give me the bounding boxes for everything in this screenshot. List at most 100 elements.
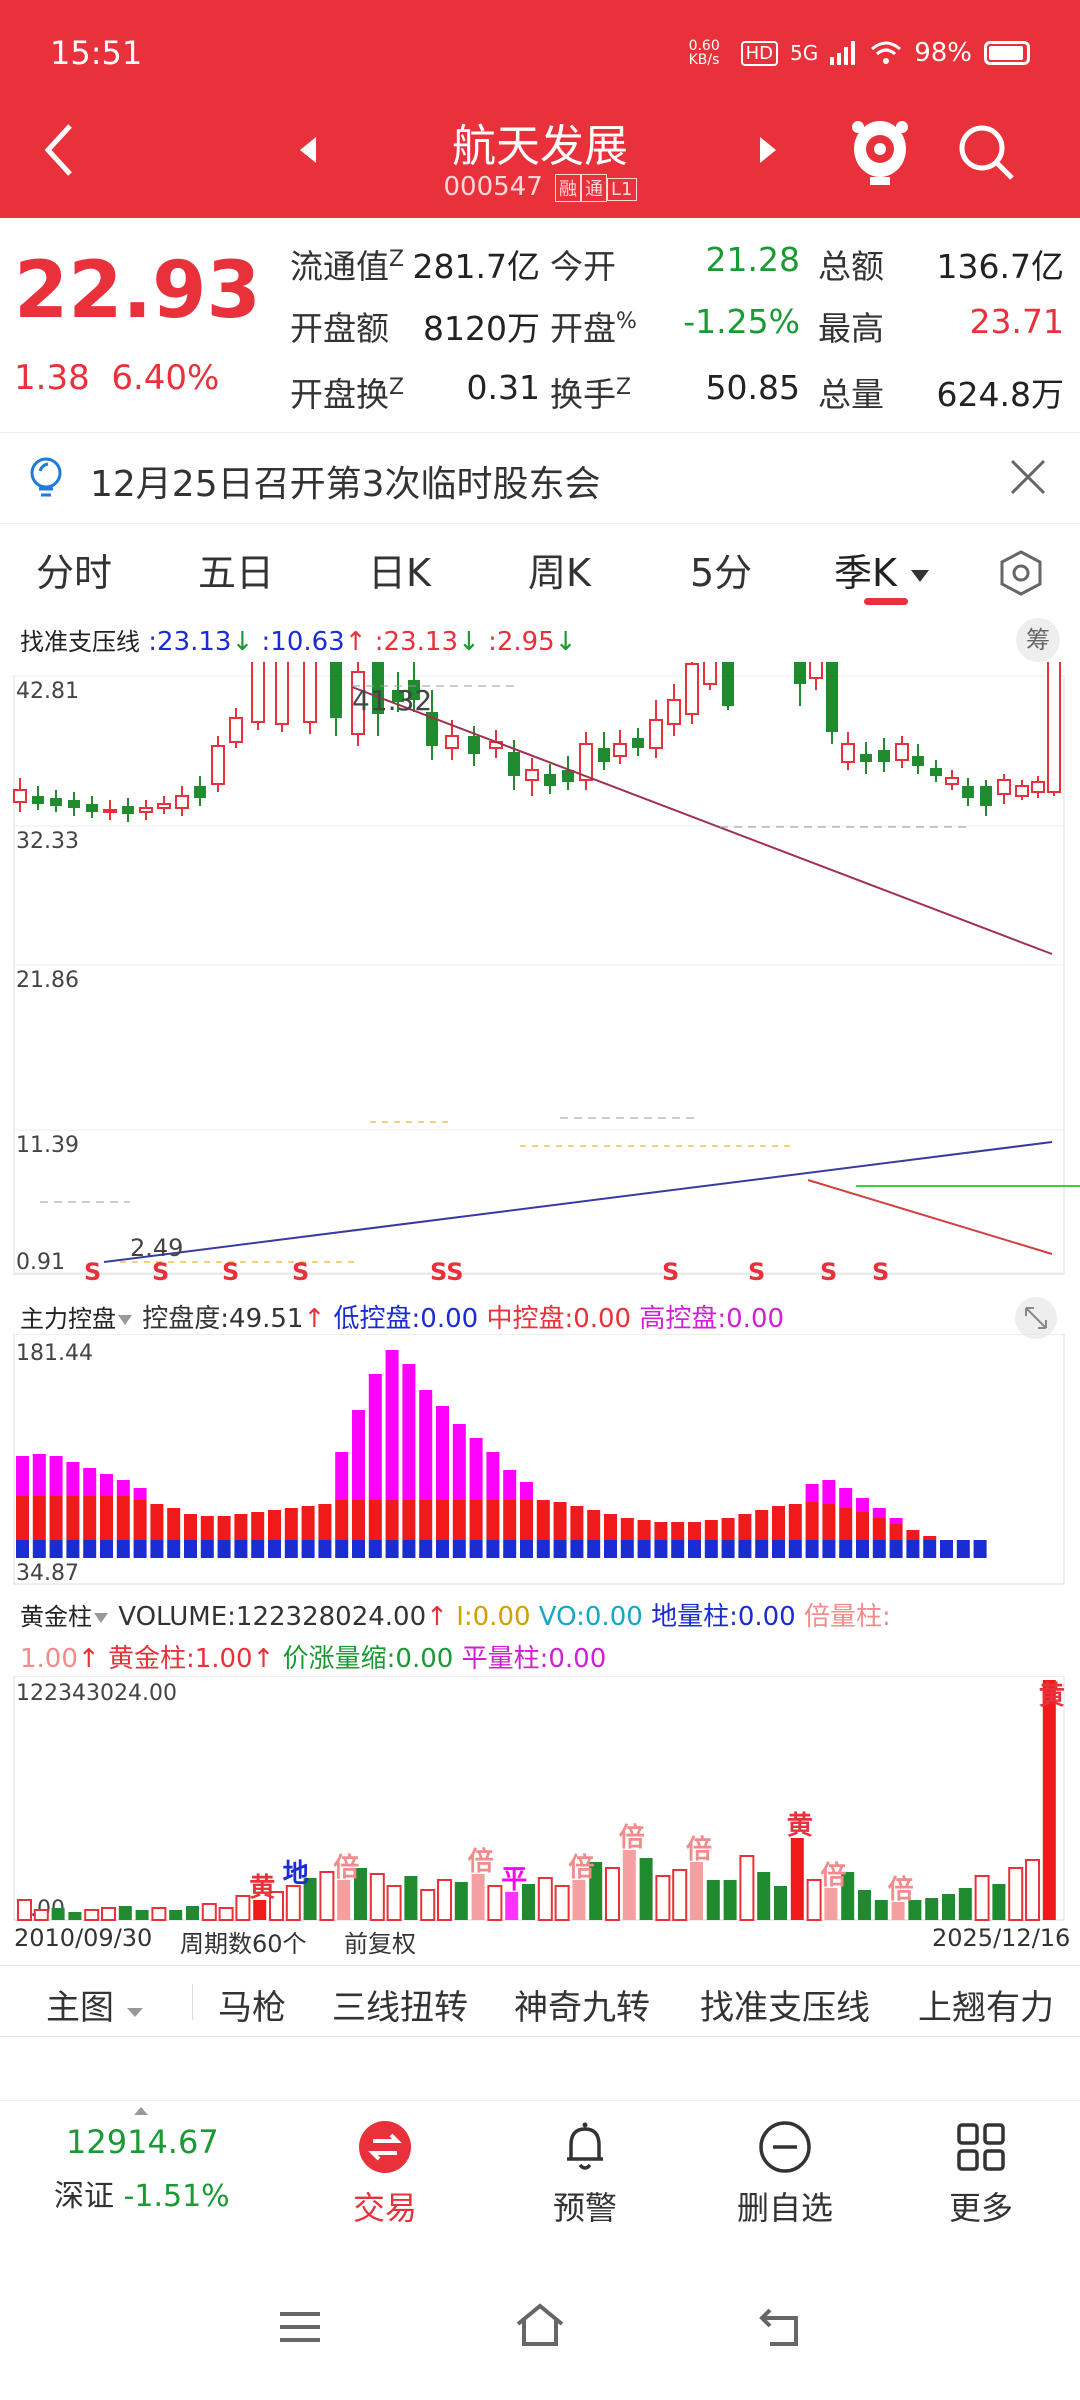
candle-body: [895, 743, 909, 761]
mascot-icon[interactable]: [848, 115, 912, 187]
chips-button[interactable]: 筹: [1016, 618, 1060, 662]
ctrl-blue-bar: [368, 1540, 382, 1558]
vol-down-bar: [135, 1910, 149, 1920]
control-chart[interactable]: 181.44 34.87: [0, 1334, 1080, 1586]
ctrl-blue-bar: [637, 1540, 651, 1558]
nav-alert[interactable]: 预警: [540, 2119, 630, 2229]
vol-down-bar: [639, 1858, 653, 1920]
btab-sanxian[interactable]: 三线扭转: [332, 1988, 468, 2028]
index-name: 深证: [54, 2179, 114, 2214]
ctrl-red-bar: [889, 1524, 903, 1540]
nav-more[interactable]: 更多: [936, 2119, 1026, 2229]
indicator1-name[interactable]: 找准支压线: [20, 628, 140, 656]
tab-5min[interactable]: 5分: [690, 551, 753, 595]
candle-body: [703, 662, 717, 685]
candle-body: [275, 662, 289, 725]
low-price-label: 2.49: [130, 1234, 183, 1262]
ctrl-red-bar: [83, 1496, 97, 1540]
ctrl-blue-bar: [520, 1540, 533, 1558]
ctrl-blue-bar: [133, 1540, 147, 1558]
ctrl-red-bar: [923, 1536, 937, 1540]
ctrl-blue-bar: [83, 1540, 97, 1558]
expand-icon[interactable]: [1014, 1296, 1058, 1340]
indicator1-v3: :23.13: [374, 627, 458, 657]
home-icon[interactable]: [514, 2302, 566, 2348]
vol-up-bar: [369, 1873, 385, 1921]
vol-up-bar: [84, 1909, 100, 1921]
candle-body: [722, 662, 734, 706]
vol-mark: 倍: [568, 1852, 594, 1883]
tag-tong: 通: [581, 174, 608, 202]
ctrl-blue-bar: [184, 1540, 197, 1558]
tab-quarterly-k[interactable]: 季K: [834, 542, 931, 597]
indicator1-v1: :23.13: [148, 627, 232, 657]
ctrl-blue-bar: [352, 1540, 365, 1558]
vol-double-bar: [337, 1880, 351, 1920]
ctrl-magenta-bar: [83, 1468, 97, 1496]
back-icon[interactable]: [40, 120, 80, 180]
search-icon[interactable]: [956, 122, 1016, 182]
sell-signal: S: [84, 1258, 101, 1286]
menu-icon[interactable]: [278, 2310, 322, 2344]
btab-maqiang[interactable]: 马枪: [218, 1988, 286, 2028]
indicator3-dlz: 地量柱:0.00: [651, 1602, 796, 1632]
ctrl-red-bar: [671, 1522, 685, 1540]
indicator3-plz: 平量柱:0.00: [461, 1644, 607, 1674]
quote-value: 21.28: [705, 240, 800, 279]
vol-down-bar: [118, 1906, 132, 1920]
vol-gold-bar: [1042, 1680, 1056, 1920]
ctrl-magenta-bar: [469, 1438, 483, 1500]
tab-fenshi[interactable]: 分时: [36, 551, 113, 595]
ctrl-blue-bar: [788, 1540, 802, 1558]
tab-5day[interactable]: 五日: [198, 551, 275, 595]
candle-body: [303, 662, 317, 723]
nav-remove-watch[interactable]: 删自选: [730, 2119, 840, 2229]
vol-up-bar: [739, 1855, 755, 1921]
ctrl-red-bar: [637, 1520, 651, 1540]
close-icon[interactable]: [1008, 457, 1048, 497]
sell-signal: SS: [430, 1258, 464, 1286]
quote-label: 总量: [818, 368, 884, 416]
grid-icon: [957, 2123, 1005, 2171]
ctrl-red-bar: [150, 1504, 164, 1540]
vol-up-bar: [974, 1875, 990, 1921]
indicator3-chevron-icon: [94, 1613, 108, 1623]
settings-hexagon-icon[interactable]: [996, 548, 1046, 598]
index-change[interactable]: 深证 -1.51%: [54, 2171, 230, 2215]
btab-shangqiao[interactable]: 上翘有力: [918, 1988, 1054, 2028]
vol-up-bar: [672, 1869, 688, 1921]
next-stock-icon[interactable]: [756, 135, 780, 165]
y-axis-label: 42.81: [16, 679, 79, 704]
btab-main-chart[interactable]: 主图: [46, 1980, 145, 2029]
ctrl-red-bar: [436, 1500, 449, 1540]
ctrl-red-bar: [385, 1500, 399, 1540]
ctrl-magenta-bar: [49, 1456, 63, 1496]
tab-weekly-k[interactable]: 周K: [528, 551, 591, 595]
index-value[interactable]: 12914.67: [66, 2123, 219, 2161]
sell-signal: S: [872, 1258, 889, 1286]
candle-body: [860, 754, 872, 762]
price-change: 1.38 6.40%: [14, 358, 219, 398]
tab-daily-k[interactable]: 日K: [368, 551, 431, 595]
indicator1-line: 找准支压线 :23.13↓ :10.63↑ :23.13↓ :2.95↓: [20, 627, 577, 657]
candle-body: [794, 662, 806, 684]
bell-icon: [567, 2122, 603, 2170]
chevron-down-icon: [911, 569, 930, 582]
btab-jiuzhuan[interactable]: 神奇九转: [514, 1988, 650, 2028]
candle-body: [997, 779, 1011, 795]
axis-start-date: 2010/09/30: [14, 1924, 153, 1952]
return-icon[interactable]: [758, 2306, 804, 2348]
btab-zhiyaxian[interactable]: 找准支压线: [700, 1988, 870, 2028]
vol-down-bar: [958, 1888, 972, 1920]
quote-value: 23.71: [969, 302, 1064, 341]
ctrl-blue-bar: [553, 1540, 567, 1558]
indicator3-name[interactable]: 黄金柱: [20, 1603, 92, 1631]
indicator2-name[interactable]: 主力控盘: [20, 1305, 116, 1333]
candle-body: [32, 796, 44, 804]
notice-bar[interactable]: 12月25日召开第3次临时股东会: [0, 432, 1080, 524]
bottom-nav: 12914.67 深证 -1.51% 交易 预警 删自选 更多: [0, 2100, 1080, 2250]
prev-stock-icon[interactable]: [296, 135, 320, 165]
nav-trade[interactable]: 交易: [340, 2119, 430, 2229]
